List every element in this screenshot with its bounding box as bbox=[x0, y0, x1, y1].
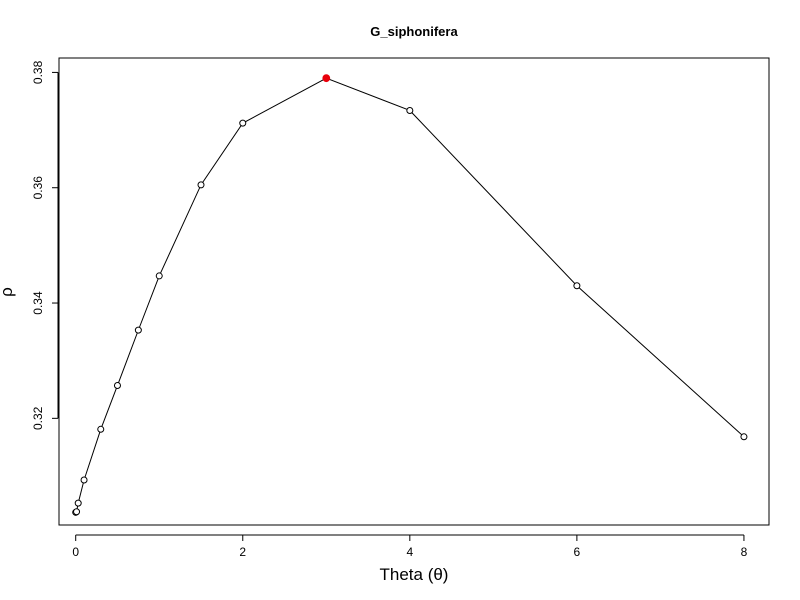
data-point bbox=[573, 282, 581, 290]
data-point bbox=[740, 433, 748, 441]
data-point bbox=[197, 181, 205, 189]
y-tick-label: 0.36 bbox=[31, 176, 45, 200]
x-tick-label: 0 bbox=[72, 545, 79, 559]
x-axis: 0 2 4 6 8 bbox=[72, 534, 748, 559]
data-point-max bbox=[322, 74, 331, 83]
series-group bbox=[72, 74, 748, 516]
x-tick-label: 2 bbox=[239, 545, 246, 559]
plot-frame bbox=[58, 57, 770, 526]
data-point bbox=[80, 476, 88, 484]
data-point bbox=[113, 381, 121, 389]
x-tick-label: 6 bbox=[574, 545, 581, 559]
data-point bbox=[406, 106, 414, 114]
data-point bbox=[239, 119, 247, 127]
chart-title: G_siphonifera bbox=[370, 24, 458, 39]
y-tick-label: 0.32 bbox=[31, 406, 45, 430]
y-axis: 0.32 0.34 0.36 0.38 bbox=[31, 60, 59, 430]
data-point bbox=[74, 499, 82, 507]
data-point bbox=[73, 508, 81, 516]
x-axis-label: Theta (θ) bbox=[380, 565, 449, 584]
y-tick-label: 0.38 bbox=[31, 60, 45, 84]
series-line bbox=[75, 77, 745, 513]
y-axis-label: ρ bbox=[0, 287, 16, 297]
data-point bbox=[134, 326, 142, 334]
x-tick-label: 8 bbox=[741, 545, 748, 559]
data-point bbox=[97, 425, 105, 433]
x-tick-label: 4 bbox=[406, 545, 413, 559]
data-point bbox=[155, 272, 163, 280]
y-tick-label: 0.34 bbox=[31, 291, 45, 315]
